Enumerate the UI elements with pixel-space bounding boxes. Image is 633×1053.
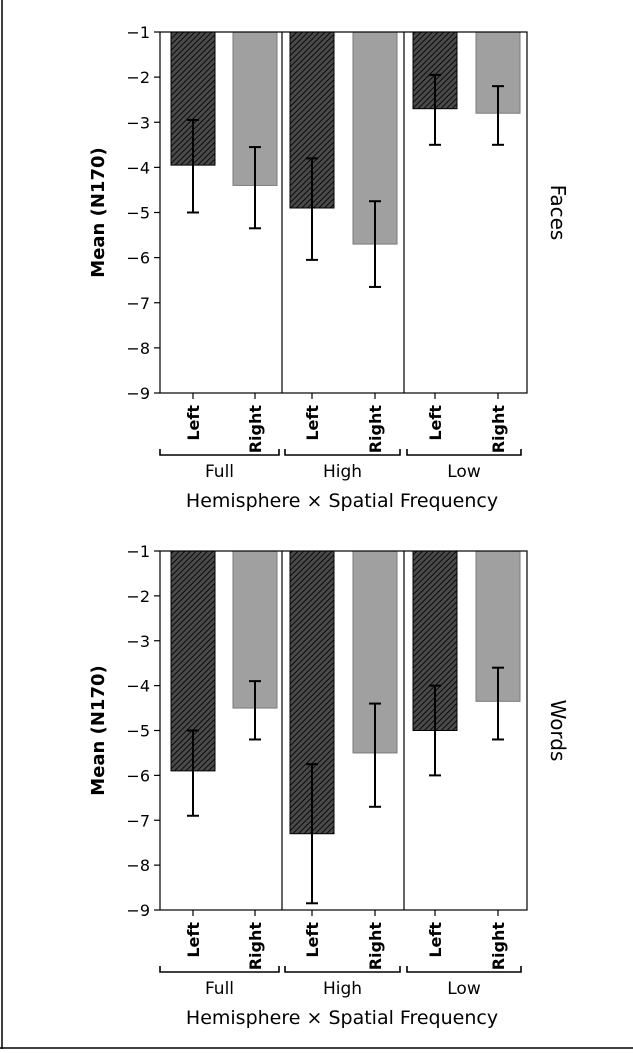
y-tick-label: −5 — [126, 722, 150, 741]
x-axis-label: Hemisphere × Spatial Frequency — [186, 490, 498, 512]
x-tick-label-right: Right — [246, 405, 265, 454]
y-tick-label: −7 — [126, 294, 150, 313]
group-bracket-full — [159, 449, 280, 456]
panel-label: Faces — [546, 185, 570, 241]
panel-words: −1 −2 −3 −4 −5 −6 −7 −8 −9 Mean (N170) Words Left Ri… — [88, 542, 570, 1029]
bracket-line — [159, 966, 280, 973]
x-axis-label: Hemisphere × Spatial Frequency — [186, 1007, 498, 1029]
bracket-line — [406, 966, 522, 973]
errorbar-high-right — [369, 200, 381, 288]
group-bracket-high — [284, 966, 401, 973]
errorbar-high-left — [306, 763, 318, 905]
y-tick-label: −9 — [126, 901, 150, 920]
y-tick-label: −3 — [126, 632, 150, 651]
group-bracket-full — [159, 966, 280, 973]
y-tick-label: −5 — [126, 204, 150, 223]
group-bracket-low — [406, 966, 522, 973]
group-label-high: High — [323, 462, 362, 482]
bracket-line — [406, 449, 522, 456]
x-tick-label-right: Right — [489, 405, 508, 454]
x-tick-label-left: Left — [426, 405, 445, 441]
panel-faces: −1 −2 −3 −4 −5 −6 −7 −8 −9 Mean (N170) Faces Left Ri… — [88, 23, 570, 512]
bracket-line — [159, 449, 280, 456]
errorbar-low-left — [429, 684, 441, 777]
y-tick-label: −4 — [126, 677, 150, 696]
group-label-full: Full — [205, 462, 234, 482]
y-tick-label: −2 — [126, 68, 150, 87]
group-label-low: Low — [447, 979, 481, 999]
y-tick-label: −3 — [126, 113, 150, 132]
y-tick-label: −6 — [126, 766, 150, 785]
y-tick-label: −1 — [126, 23, 150, 42]
bracket-line — [284, 966, 401, 973]
y-tick-label: −8 — [126, 856, 150, 875]
errorbar-high-right — [369, 702, 381, 808]
errorbar-low-right — [492, 85, 504, 146]
errorbar-low-left — [429, 73, 441, 146]
y-tick-label: −6 — [126, 249, 150, 268]
y-tick-label: −9 — [126, 384, 150, 403]
x-tick-label-left: Left — [303, 922, 322, 958]
group-bracket-high — [284, 449, 401, 456]
panel-label: Words — [546, 700, 570, 762]
x-tick-label-left: Left — [426, 922, 445, 958]
errorbar-full-left — [187, 118, 199, 214]
y-tick-label: −8 — [126, 339, 150, 358]
errorbar-full-right — [249, 680, 261, 741]
bracket-line — [284, 449, 401, 456]
errorbar-low-right — [492, 666, 504, 741]
errorbar-high-left — [306, 157, 318, 261]
x-tick-label-right: Right — [366, 405, 385, 454]
group-label-high: High — [323, 979, 362, 999]
errorbar-full-right — [249, 146, 261, 230]
y-tick-label: −2 — [126, 587, 150, 606]
x-tick-label-right: Right — [489, 922, 508, 971]
y-tick-label: −7 — [126, 811, 150, 830]
y-axis-label: Mean (N170) — [88, 665, 109, 795]
group-label-full: Full — [205, 979, 234, 999]
y-tick-label: −4 — [126, 158, 150, 177]
y-axis-label: Mean (N170) — [88, 147, 109, 277]
group-bracket-low — [406, 449, 522, 456]
x-tick-label-left: Left — [303, 405, 322, 441]
errorbar-full-left — [187, 729, 199, 817]
x-tick-label-left: Left — [184, 922, 203, 958]
group-label-low: Low — [447, 462, 481, 482]
y-tick-label: −1 — [126, 542, 150, 561]
x-tick-label-right: Right — [366, 922, 385, 971]
x-tick-label-right: Right — [246, 922, 265, 971]
x-tick-label-left: Left — [184, 405, 203, 441]
